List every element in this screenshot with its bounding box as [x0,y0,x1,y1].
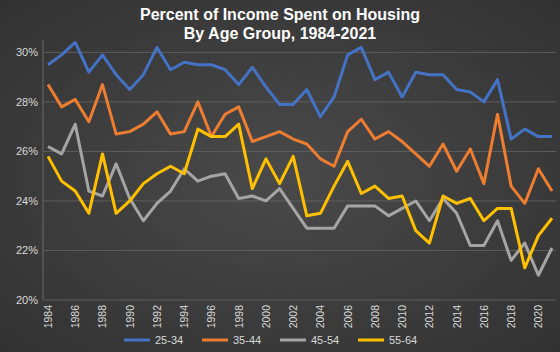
legend-swatch [202,339,228,342]
legend-swatch [280,339,306,342]
legend-label: 55-64 [389,334,417,346]
x-tick-label: 2006 [342,305,354,329]
legend-swatch [358,339,384,342]
legend-label: 35-44 [233,334,261,346]
x-tick-label: 2014 [451,305,463,329]
x-tick-label: 2018 [505,305,517,329]
x-tick-label: 2010 [396,305,408,329]
grid-line [43,300,556,301]
background [0,0,560,352]
legend-label: 25-34 [155,334,183,346]
subtitle: By Age Group, 1984-2021 [184,25,376,42]
x-tick-label: 2020 [532,305,544,329]
y-axis-line [43,40,44,300]
y-tick-label: 28% [16,96,38,108]
x-tick-label: 2002 [287,305,299,329]
grid-line [43,101,556,102]
x-tick-label: 1998 [233,305,245,329]
x-tick-label: 1994 [178,305,190,329]
x-tick-label: 2012 [423,305,435,329]
series-line [48,124,552,275]
y-tick-label: 30% [16,46,38,58]
x-tick-label: 2016 [478,305,490,329]
y-tick-label: 24% [16,195,38,207]
grid-line [43,200,556,201]
plot-lines [48,42,552,275]
legend-swatch [124,339,150,342]
series-line [48,124,552,268]
x-tick-label: 1984 [42,305,54,329]
legend-label: 45-54 [311,334,339,346]
grid-line [43,250,556,251]
x-tick-label: 1992 [151,305,163,329]
x-tick-label: 2004 [314,305,326,329]
chart: 20% 22% 24% 26% 28% 30% 1984 1986 1988 1990 1992 19… [0,0,560,352]
x-tick-label: 1990 [124,305,136,329]
series-line [48,42,552,139]
title: Percent of Income Spent on Housing [140,6,420,23]
grid-line [43,151,556,152]
x-tick-label: 2008 [369,305,381,329]
x-tick-label: 1996 [205,305,217,329]
y-tick-label: 22% [16,244,38,256]
x-tick-label: 2000 [260,305,272,329]
grid-line [43,52,556,53]
y-tick-label: 26% [16,145,38,157]
x-tick-label: 1988 [96,305,108,329]
x-tick-label: 1986 [69,305,81,329]
y-tick-label: 20% [16,294,38,306]
